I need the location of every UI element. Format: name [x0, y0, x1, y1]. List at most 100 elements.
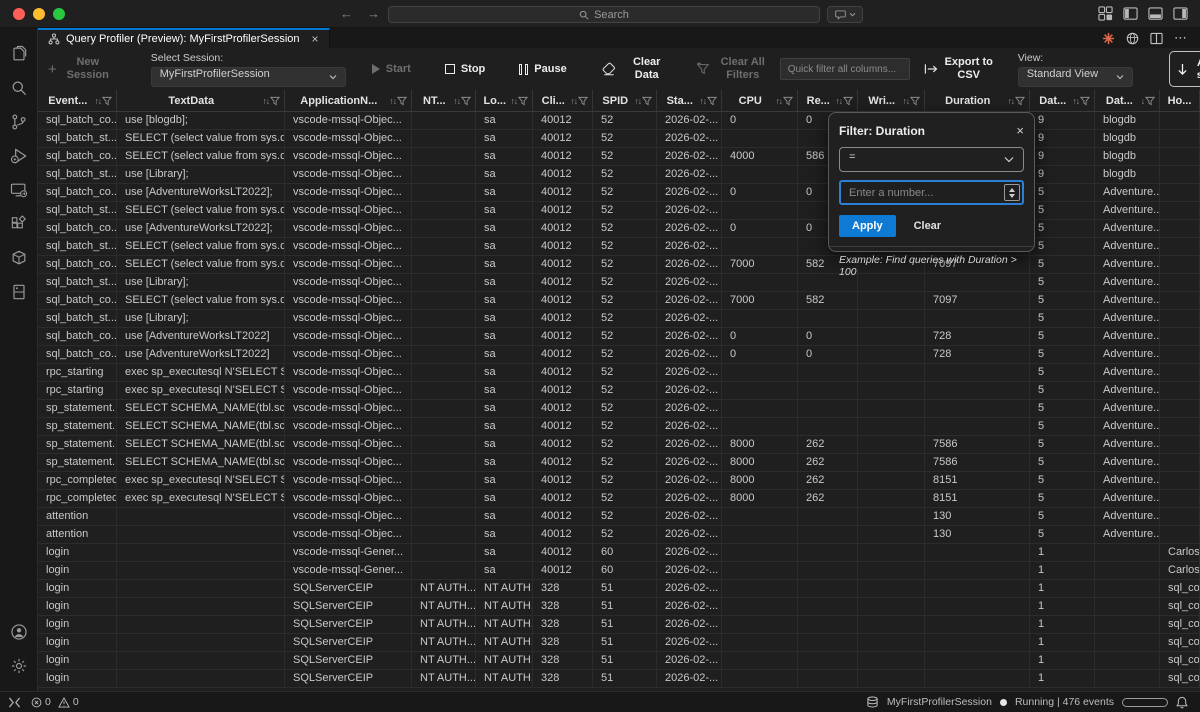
table-row[interactable]: login vscode-mssql-Gener... sa 40012 60 2026-…: [38, 544, 1200, 562]
cell[interactable]: SELECT (select value from sys.d...: [117, 148, 285, 166]
export-csv-button[interactable]: Export to CSV: [924, 56, 994, 82]
cell[interactable]: [722, 418, 798, 436]
cell[interactable]: 5: [1030, 310, 1095, 328]
operator-select[interactable]: =: [839, 147, 1024, 172]
view-select[interactable]: Standard View: [1017, 66, 1133, 87]
cell[interactable]: [722, 238, 798, 256]
filter-icon[interactable]: [783, 96, 793, 106]
cell[interactable]: Adventure...: [1095, 328, 1160, 346]
cell[interactable]: [412, 328, 476, 346]
cell[interactable]: [798, 616, 858, 634]
cell[interactable]: sa: [476, 418, 533, 436]
cell[interactable]: vscode-mssql-Objec...: [285, 364, 412, 382]
cell[interactable]: 40012: [533, 454, 593, 472]
cell[interactable]: sa: [476, 364, 533, 382]
cell[interactable]: 2026-02-...: [657, 562, 722, 580]
cell[interactable]: [117, 652, 285, 670]
number-stepper[interactable]: [1004, 184, 1020, 201]
cell[interactable]: 52: [593, 364, 657, 382]
cell[interactable]: [858, 562, 925, 580]
cell[interactable]: 7000: [722, 256, 798, 274]
cell[interactable]: 2026-02-...: [657, 256, 722, 274]
cell[interactable]: vscode-mssql-Objec...: [285, 526, 412, 544]
cell[interactable]: [722, 544, 798, 562]
table-row[interactable]: rpc_starting exec sp_executesql N'SELECT …: [38, 364, 1200, 382]
cell[interactable]: Adventure...: [1095, 418, 1160, 436]
cell[interactable]: 0: [722, 184, 798, 202]
cell[interactable]: [858, 364, 925, 382]
filter-icon[interactable]: [1080, 96, 1090, 106]
cell[interactable]: [925, 274, 1030, 292]
cell[interactable]: [117, 508, 285, 526]
bell-icon[interactable]: [1176, 696, 1188, 709]
cell[interactable]: 5: [1030, 184, 1095, 202]
cell[interactable]: SQLServerCEIP: [285, 652, 412, 670]
cell[interactable]: [925, 382, 1030, 400]
cell[interactable]: Carlos: [1160, 544, 1200, 562]
cell[interactable]: [858, 544, 925, 562]
cell[interactable]: 51: [593, 580, 657, 598]
cell[interactable]: [1160, 274, 1200, 292]
cell[interactable]: SELECT SCHEMA_NAME(tbl.sch...: [117, 454, 285, 472]
cell[interactable]: 5: [1030, 454, 1095, 472]
column-header[interactable]: CPU ↑↓: [722, 90, 798, 111]
cell[interactable]: sql_batch_co...: [38, 148, 117, 166]
cell[interactable]: [925, 580, 1030, 598]
cell[interactable]: [722, 202, 798, 220]
cell[interactable]: [722, 130, 798, 148]
cell[interactable]: sp_statement...: [38, 400, 117, 418]
cell[interactable]: [858, 292, 925, 310]
sort-icon[interactable]: ↑↓: [775, 95, 783, 106]
cell[interactable]: 328: [533, 634, 593, 652]
cell[interactable]: 52: [593, 220, 657, 238]
cell[interactable]: 2026-02-...: [657, 292, 722, 310]
cell[interactable]: vscode-mssql-Gener...: [285, 544, 412, 562]
cell[interactable]: rpc_starting: [38, 382, 117, 400]
cell[interactable]: vscode-mssql-Objec...: [285, 382, 412, 400]
cell[interactable]: 7097: [925, 256, 1030, 274]
cell[interactable]: SQLServerCEIP: [285, 616, 412, 634]
cell[interactable]: [925, 544, 1030, 562]
cell[interactable]: vscode-mssql-Objec...: [285, 436, 412, 454]
cell[interactable]: [117, 598, 285, 616]
cell[interactable]: SQLServerCEIP: [285, 634, 412, 652]
cell[interactable]: sp_statement...: [38, 436, 117, 454]
cell[interactable]: [722, 670, 798, 688]
cell[interactable]: [1160, 166, 1200, 184]
cell[interactable]: 1: [1030, 670, 1095, 688]
cell[interactable]: [117, 526, 285, 544]
cell[interactable]: [858, 670, 925, 688]
cell[interactable]: 52: [593, 130, 657, 148]
cell[interactable]: [1095, 562, 1160, 580]
quick-filter-input[interactable]: [779, 58, 910, 80]
cell[interactable]: sa: [476, 508, 533, 526]
cell[interactable]: NT AUTH...: [412, 634, 476, 652]
cell[interactable]: sql_batch_co...: [38, 112, 117, 130]
sort-icon[interactable]: ↑↓: [570, 95, 578, 106]
cell[interactable]: sa: [476, 274, 533, 292]
cell[interactable]: 0: [722, 328, 798, 346]
cell[interactable]: [412, 310, 476, 328]
filter-icon[interactable]: [461, 96, 471, 106]
cell[interactable]: SQLServerCEIP: [285, 670, 412, 688]
table-row[interactable]: sp_statement... SELECT SCHEMA_NAME(tbl.sc…: [38, 418, 1200, 436]
cell[interactable]: 5: [1030, 292, 1095, 310]
cell[interactable]: [858, 436, 925, 454]
cell[interactable]: 40012: [533, 472, 593, 490]
cell[interactable]: 60: [593, 544, 657, 562]
sort-icon[interactable]: ↑↓: [634, 95, 642, 106]
cell[interactable]: [412, 148, 476, 166]
cell[interactable]: 5: [1030, 274, 1095, 292]
cell[interactable]: [722, 526, 798, 544]
sidebar-item-search[interactable]: [0, 71, 38, 105]
cell[interactable]: 5: [1030, 436, 1095, 454]
cell[interactable]: sa: [476, 292, 533, 310]
cell[interactable]: [798, 562, 858, 580]
cell[interactable]: [858, 526, 925, 544]
cell[interactable]: [1160, 238, 1200, 256]
cell[interactable]: [412, 544, 476, 562]
